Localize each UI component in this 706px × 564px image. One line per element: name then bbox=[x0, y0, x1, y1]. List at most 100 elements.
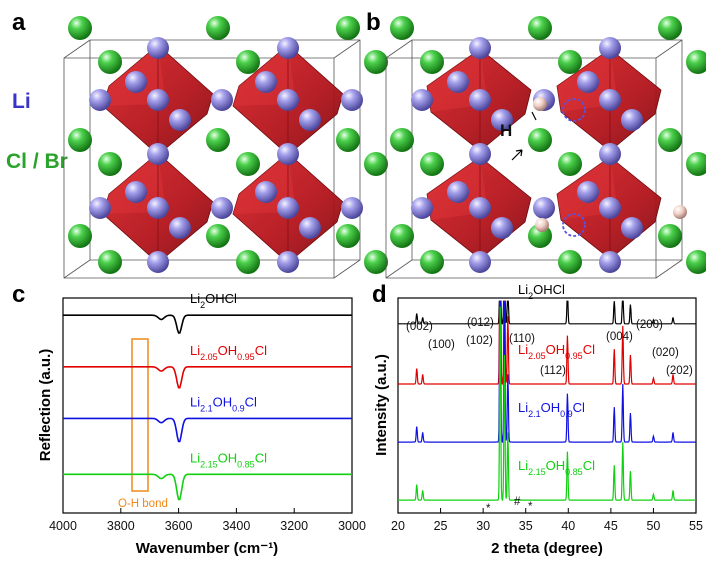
hkl-label: (202) bbox=[666, 365, 693, 377]
li-atom bbox=[491, 217, 513, 239]
li-atom bbox=[147, 251, 169, 273]
halide-atom bbox=[68, 16, 92, 40]
halide-atom bbox=[364, 152, 388, 176]
halide-atom bbox=[558, 250, 582, 274]
series-line bbox=[63, 366, 352, 389]
li-atom bbox=[89, 89, 111, 111]
halide-atom bbox=[364, 250, 388, 274]
panel-d-series: Li2OHCl Li2.05OH0.95Cl Li2.1OH0.9Cl Li2.15O… bbox=[398, 282, 696, 502]
halide-atom bbox=[658, 224, 682, 248]
halide-atom bbox=[336, 224, 360, 248]
halide-atom bbox=[420, 152, 444, 176]
x-tick-label: 3800 bbox=[107, 519, 135, 533]
panel-a-label: a bbox=[12, 9, 26, 36]
x-tick-label: 20 bbox=[391, 519, 405, 533]
halide-atom bbox=[236, 250, 260, 274]
series-line bbox=[398, 306, 696, 502]
series-label: Li2.05OH0.95Cl bbox=[518, 342, 595, 361]
halide-atom bbox=[658, 16, 682, 40]
panel-d: d 20 25 30 35 40 45 50 55 Li2OHCl Li2.05OH0.95Cl… bbox=[372, 281, 703, 557]
li-atom bbox=[469, 89, 491, 111]
panel-c-label: c bbox=[12, 281, 25, 308]
halide-atom bbox=[98, 250, 122, 274]
li-atom bbox=[341, 89, 363, 111]
x-tick-label: 30 bbox=[476, 519, 490, 533]
x-tick-label: 40 bbox=[561, 519, 575, 533]
halide-atom bbox=[236, 152, 260, 176]
panel-c-axes bbox=[62, 297, 353, 514]
li-atom bbox=[599, 251, 621, 273]
li-atom bbox=[211, 89, 233, 111]
hkl-label: (110) bbox=[509, 333, 535, 345]
halide-atom bbox=[658, 128, 682, 152]
panel-c-ylabel: Reflection (a.u.) bbox=[37, 349, 54, 462]
hkl-label: (004) bbox=[606, 331, 633, 343]
cell-edge bbox=[63, 39, 91, 59]
x-tick-label: 3600 bbox=[165, 519, 193, 533]
halide-atom bbox=[336, 128, 360, 152]
h-arrow bbox=[511, 149, 523, 161]
li-atom bbox=[533, 197, 555, 219]
li-vacancy bbox=[562, 98, 586, 122]
halide-atom bbox=[528, 128, 552, 152]
li-atom bbox=[577, 71, 599, 93]
li-atom bbox=[169, 217, 191, 239]
cell-edge bbox=[385, 259, 413, 279]
li-atom bbox=[125, 71, 147, 93]
li-atom bbox=[255, 71, 277, 93]
li-atom bbox=[577, 181, 599, 203]
hkl-label: (002) bbox=[406, 321, 433, 333]
x-tick-label: 3400 bbox=[222, 519, 250, 533]
panel-c: c O-H bond 4000 3800 3600 3400 3200 3000 Li2O… bbox=[12, 281, 366, 557]
hkl-label: (200) bbox=[636, 319, 663, 331]
x-tick-label: 45 bbox=[604, 519, 618, 533]
impurity-mark: * bbox=[486, 503, 491, 515]
cell-edge bbox=[385, 39, 413, 59]
cell-edge bbox=[333, 259, 361, 279]
li-atom bbox=[147, 143, 169, 165]
series-line bbox=[398, 300, 696, 325]
halide-atom bbox=[98, 50, 122, 74]
series-label: Li2.1OH0.9Cl bbox=[190, 394, 257, 413]
halide-atom bbox=[558, 50, 582, 74]
h-label: H bbox=[500, 121, 512, 140]
halide-atom bbox=[336, 16, 360, 40]
panel-b: b H bbox=[366, 9, 706, 279]
li-atom bbox=[621, 109, 643, 131]
series-label: Li2.15OH0.85Cl bbox=[190, 450, 267, 469]
hkl-label: (102) bbox=[466, 335, 493, 347]
series-line bbox=[63, 417, 352, 443]
panel-c-xlabel: Wavenumber (cm⁻¹) bbox=[136, 540, 278, 557]
li-atom bbox=[447, 71, 469, 93]
panel-d-ticks: 20 25 30 35 40 45 50 55 bbox=[391, 508, 703, 533]
li-atom bbox=[255, 181, 277, 203]
hkl-label: (020) bbox=[652, 347, 679, 359]
halide-atom bbox=[390, 16, 414, 40]
panel-d-ylabel: Intensity (a.u.) bbox=[373, 354, 390, 456]
li-atom bbox=[299, 217, 321, 239]
halide-atom bbox=[206, 224, 230, 248]
x-tick-label: 25 bbox=[434, 519, 448, 533]
halide-atom bbox=[390, 128, 414, 152]
li-atom bbox=[147, 37, 169, 59]
li-atom bbox=[277, 197, 299, 219]
cell-edge bbox=[63, 259, 91, 279]
x-tick-label: 55 bbox=[689, 519, 703, 533]
li-atom bbox=[147, 197, 169, 219]
li-atom bbox=[469, 143, 491, 165]
x-tick-label: 50 bbox=[646, 519, 660, 533]
panel-d-xlabel: 2 theta (degree) bbox=[491, 540, 603, 557]
halide-atom bbox=[686, 152, 706, 176]
x-tick-label: 35 bbox=[519, 519, 533, 533]
h-atom bbox=[533, 97, 547, 111]
series-line bbox=[398, 300, 696, 386]
series-label: Li2.15OH0.85Cl bbox=[518, 458, 595, 477]
halide-atom bbox=[364, 50, 388, 74]
halide-atom bbox=[68, 128, 92, 152]
li-atom bbox=[299, 109, 321, 131]
impurity-mark: # bbox=[514, 496, 521, 508]
li-atom bbox=[599, 89, 621, 111]
series-line bbox=[63, 314, 352, 334]
halide-atom bbox=[686, 250, 706, 274]
